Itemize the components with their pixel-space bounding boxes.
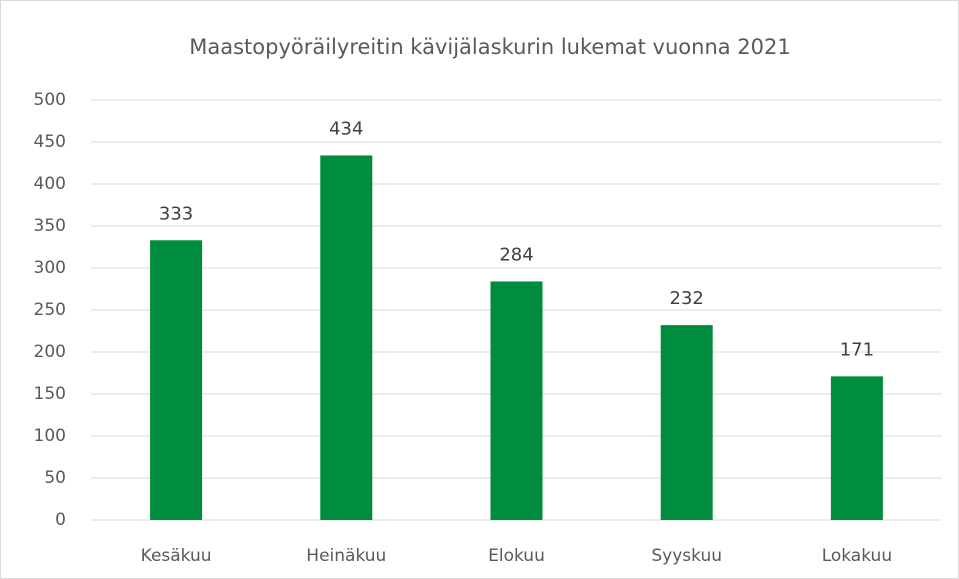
data-label: 284: [499, 244, 533, 265]
bar: [490, 281, 543, 520]
y-tick-label: 100: [34, 426, 66, 446]
data-label: 434: [329, 118, 363, 139]
y-tick-label: 150: [34, 384, 66, 404]
y-tick-label: 450: [34, 132, 66, 152]
y-tick-label: 400: [34, 174, 66, 194]
data-label: 333: [159, 203, 193, 224]
y-tick-label: 250: [34, 300, 66, 320]
data-label: 171: [840, 339, 874, 360]
x-tick-label: Elokuu: [488, 546, 545, 566]
y-tick-label: 200: [34, 342, 66, 362]
y-tick-label: 0: [55, 510, 66, 530]
x-tick-label: Kesäkuu: [141, 546, 212, 566]
y-tick-label: 50: [44, 468, 66, 488]
y-tick-label: 500: [34, 90, 66, 110]
x-tick-label: Heinäkuu: [306, 546, 386, 566]
bar: [660, 325, 713, 520]
bar: [150, 240, 203, 520]
bar: [830, 376, 883, 520]
y-tick-label: 300: [34, 258, 66, 278]
chart-title: Maastopyöräilyreitin kävijälaskurin luke…: [189, 35, 791, 59]
x-tick-label: Syyskuu: [651, 546, 722, 566]
y-tick-label: 350: [34, 216, 66, 236]
bar: [320, 155, 373, 520]
x-tick-label: Lokakuu: [822, 546, 892, 566]
data-label: 232: [670, 288, 704, 309]
